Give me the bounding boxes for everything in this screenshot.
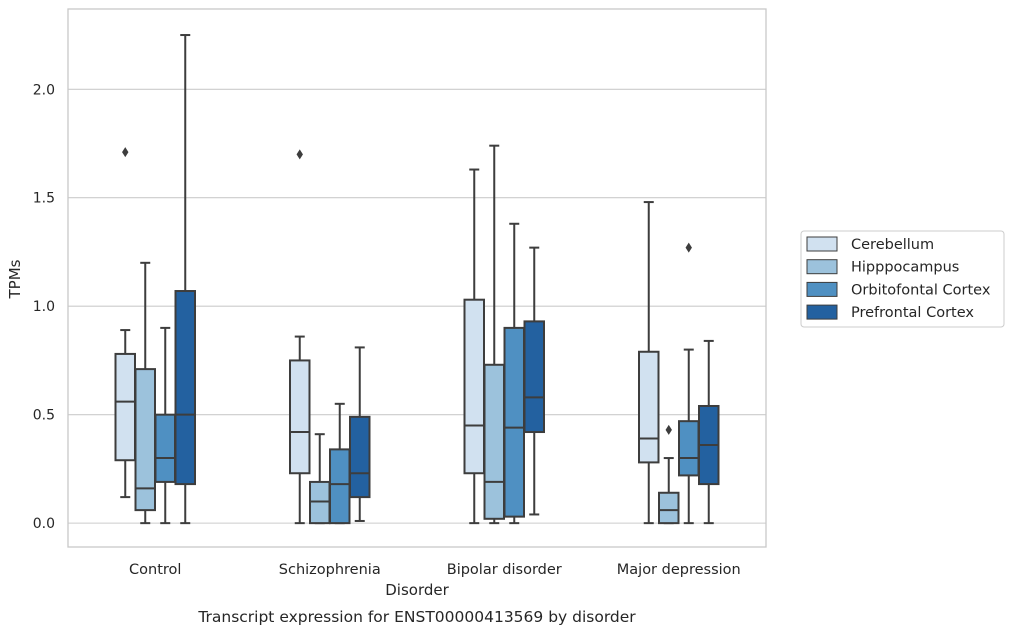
- box-3-2: [678, 242, 700, 525]
- x-axis-label: Disorder: [385, 581, 449, 599]
- box-body: [483, 363, 505, 520]
- y-tick-label: 1.0: [33, 299, 55, 315]
- box-body: [309, 480, 331, 525]
- box-3-0: [638, 201, 660, 525]
- y-tick-label: 2.0: [33, 82, 55, 98]
- box-1-1: [309, 433, 331, 525]
- legend-label: Hipppocampus: [851, 260, 959, 276]
- y-axis-label: TPMs: [6, 259, 24, 299]
- box-body: [289, 359, 311, 475]
- outlier-point: [296, 149, 303, 160]
- y-tick-labels: 0.0 0.5 1.0 1.5 2.0: [33, 82, 55, 532]
- box-body: [503, 326, 525, 518]
- box-body: [349, 415, 371, 499]
- box-body: [154, 413, 176, 483]
- box-2-1: [483, 144, 505, 525]
- box-body: [174, 290, 196, 486]
- y-tick-label: 0.5: [33, 408, 55, 424]
- box-0-0: [114, 147, 136, 499]
- box-2-3: [523, 246, 545, 516]
- plot-frame: [67, 8, 767, 548]
- box-body: [523, 320, 545, 434]
- x-tick-label: Schizophrenia: [279, 562, 381, 578]
- legend-swatch: [806, 304, 838, 320]
- x-tick-label: Bipolar disorder: [447, 562, 562, 578]
- legend-label: Orbitofontal Cortex: [851, 282, 991, 298]
- legend-swatch: [806, 236, 838, 252]
- outlier-point: [122, 147, 129, 158]
- outlier-point: [685, 242, 692, 253]
- y-tick-label: 1.5: [33, 191, 55, 207]
- box-1-3: [349, 346, 371, 522]
- box-body: [114, 352, 136, 462]
- x-tick-label: Control: [129, 562, 181, 578]
- box-body: [329, 448, 351, 525]
- x-tick-labels: Control Schizophrenia Bipolar disorder Majo…: [129, 562, 741, 578]
- legend-swatch: [806, 281, 838, 297]
- legend-label: Cerebellum: [851, 237, 934, 253]
- y-tick-label: 0.0: [33, 516, 55, 532]
- chart-caption: Transcript expression for ENST0000041356…: [197, 608, 636, 626]
- legend-label: Prefrontal Cortex: [851, 305, 974, 321]
- box-1-0: [289, 149, 311, 525]
- box-body: [463, 298, 485, 475]
- box-1-2: [329, 402, 351, 525]
- legend-swatch: [806, 259, 838, 275]
- box-body: [678, 420, 700, 477]
- box-0-3: [174, 34, 196, 525]
- x-tick-label: Major depression: [617, 562, 741, 578]
- box-0-1: [134, 261, 156, 525]
- box-2-2: [503, 222, 525, 525]
- box-3-1: [658, 424, 680, 525]
- box-body: [658, 491, 680, 525]
- box-body: [638, 350, 660, 464]
- box-2-0: [463, 168, 485, 525]
- box-series: [114, 34, 720, 525]
- outlier-point: [665, 424, 672, 435]
- box-3-3: [698, 339, 720, 525]
- legend: Cerebellum Hipppocampus Orbitofontal Corte…: [800, 230, 1005, 328]
- legend-frame: [800, 230, 1005, 328]
- box-0-2: [154, 326, 176, 525]
